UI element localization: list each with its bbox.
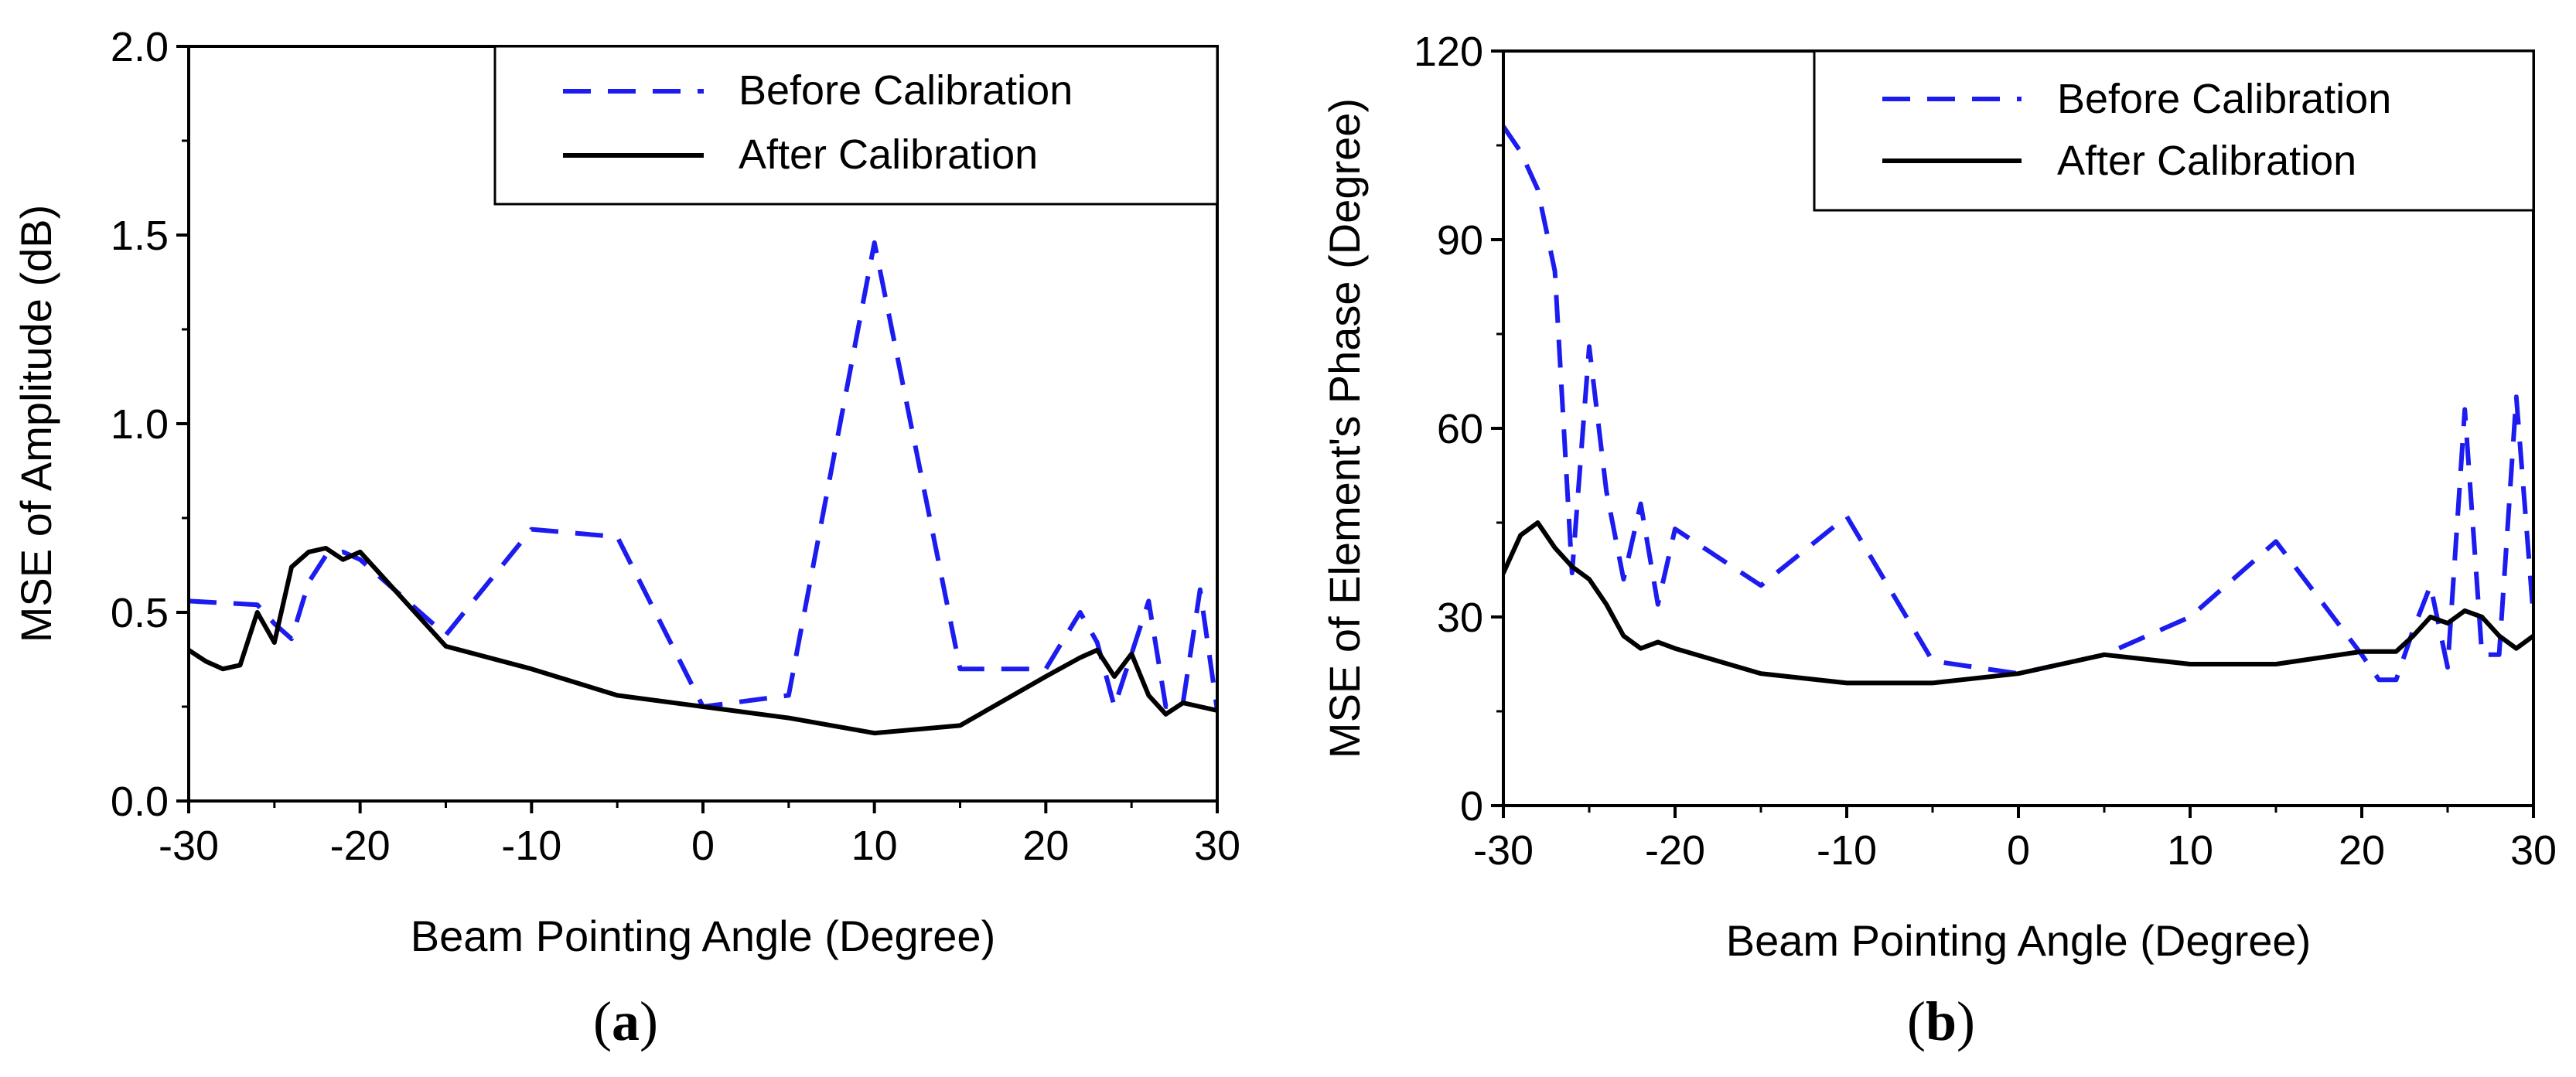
legend-label-after-a: After Calibration <box>739 131 1038 178</box>
y-ticks-b: 0 30 60 90 120 <box>1414 29 1503 830</box>
y-tick-label-a: 1.5 <box>111 213 169 259</box>
x-axis-label-b: Beam Pointing Angle (Degree) <box>1726 916 2311 965</box>
panel-caption-letter-a: a <box>612 990 640 1052</box>
y-tick-label-b: 60 <box>1437 406 1483 452</box>
panel-caption-letter-b: b <box>1926 990 1957 1052</box>
y-tick-label-a: 0.0 <box>111 779 169 825</box>
x-tick-label-a: 30 <box>1194 823 1240 869</box>
y-tick-label-a: 2.0 <box>111 24 169 70</box>
x-tick-label-b: 0 <box>2007 827 2030 874</box>
x-tick-label-a: -20 <box>330 823 391 869</box>
chart-panel-a: -30 -20 -10 0 10 20 30 0.0 0.5 1.0 1.5 2.0 Before … <box>12 24 1240 1052</box>
x-tick-label-b: -30 <box>1473 827 1534 874</box>
series-line-before-b <box>1503 124 2533 683</box>
y-tick-label-b: 0 <box>1460 783 1483 830</box>
x-ticks-a: -30 -20 -10 0 10 20 30 <box>159 801 1240 869</box>
y-tick-label-a: 1.0 <box>111 401 169 448</box>
series-line-before-a <box>189 240 1217 711</box>
plot-lines-b <box>1503 124 2533 686</box>
panel-caption-a: (a) <box>593 990 658 1052</box>
x-tick-label-b: -10 <box>1817 827 1877 874</box>
series-line-after-a <box>189 546 1217 736</box>
y-ticks-a: 0.0 0.5 1.0 1.5 2.0 <box>111 24 189 825</box>
y-tick-label-b: 120 <box>1414 29 1483 75</box>
legend-b: Before Calibration After Calibration <box>1813 49 2535 212</box>
legend-label-before-b: Before Calibration <box>2057 76 2391 122</box>
panel-caption-b: (b) <box>1907 990 1975 1052</box>
y-tick-label-b: 30 <box>1437 595 1483 641</box>
x-tick-label-a: -10 <box>501 823 561 869</box>
x-tick-label-a: 0 <box>691 823 715 869</box>
x-tick-label-b: 10 <box>2167 827 2213 874</box>
x-ticks-b: -30 -20 -10 0 10 20 30 <box>1473 806 2557 874</box>
chart-panel-b: -30 -20 -10 0 10 20 30 0 30 60 90 120 Before Calib… <box>1320 29 2557 1052</box>
x-tick-label-a: 20 <box>1022 823 1069 869</box>
y-tick-label-a: 0.5 <box>111 590 169 636</box>
x-tick-label-b: 20 <box>2339 827 2385 874</box>
plot-lines-a <box>189 240 1217 736</box>
x-tick-label-b: 30 <box>2510 827 2557 874</box>
x-tick-label-a: -30 <box>159 823 219 869</box>
x-tick-label-b: -20 <box>1645 827 1705 874</box>
y-axis-label-a: MSE of Amplitude (dB) <box>12 205 60 642</box>
y-tick-label-b: 90 <box>1437 217 1483 264</box>
legend-label-before-a: Before Calibration <box>739 67 1073 114</box>
legend-a: Before Calibration After Calibration <box>493 45 1219 206</box>
legend-box-b <box>1813 49 2535 212</box>
x-tick-label-a: 10 <box>851 823 898 869</box>
legend-box-a <box>493 45 1219 206</box>
x-axis-label-a: Beam Pointing Angle (Degree) <box>411 912 995 960</box>
legend-label-after-b: After Calibration <box>2057 138 2356 184</box>
series-line-after-b <box>1503 520 2533 686</box>
y-axis-label-b: MSE of Element's Phase (Degree) <box>1320 98 1369 758</box>
